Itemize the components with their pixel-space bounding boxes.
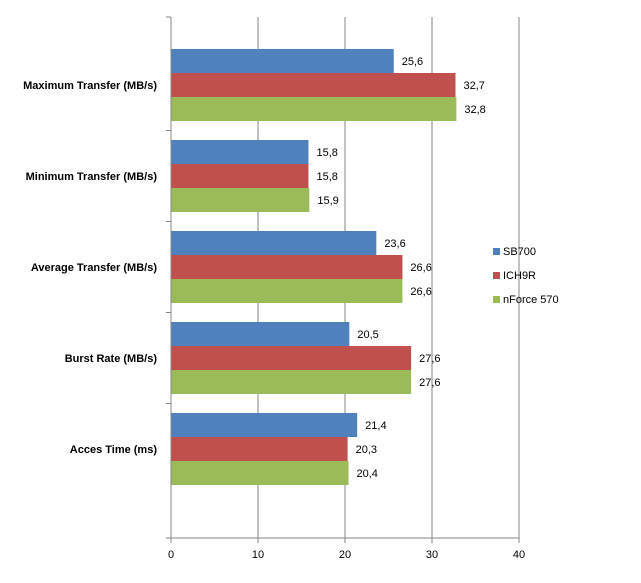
bar-nforce-570-3 [171, 370, 412, 394]
category-label-0: Maximum Transfer (MB/s) [23, 80, 157, 92]
data-label-nforce-570-3: 27,6 [419, 377, 440, 389]
bar-sb700-3 [171, 322, 350, 346]
legend-label-sb700: SB700 [503, 246, 536, 258]
legend-swatch-sb700 [493, 248, 500, 255]
bar-ich9r-1 [171, 164, 309, 188]
x-tick-label-40: 40 [513, 549, 525, 561]
bar-sb700-1 [171, 140, 309, 164]
legend-swatch-nforce-570 [493, 296, 500, 303]
bar-nforce-570-1 [171, 188, 310, 212]
data-label-ich9r-2: 26,6 [410, 262, 431, 274]
category-label-3: Burst Rate (MB/s) [65, 353, 158, 365]
bar-nforce-570-2 [171, 279, 403, 303]
legend-swatch-ich9r [493, 272, 500, 279]
bar-nforce-570-4 [171, 461, 349, 485]
data-label-nforce-570-4: 20,4 [356, 468, 377, 480]
bar-ich9r-2 [171, 255, 403, 279]
legend-label-nforce-570: nForce 570 [503, 294, 559, 306]
bars [171, 49, 457, 485]
data-label-ich9r-3: 27,6 [419, 353, 440, 365]
data-label-sb700-1: 15,8 [316, 147, 337, 159]
x-tick-label-30: 30 [426, 549, 438, 561]
category-label-4: Acces Time (ms) [70, 444, 158, 456]
bar-ich9r-0 [171, 73, 456, 97]
bar-sb700-2 [171, 231, 377, 255]
bar-nforce-570-0 [171, 97, 457, 121]
data-label-nforce-570-1: 15,9 [317, 195, 338, 207]
data-label-sb700-0: 25,6 [402, 56, 423, 68]
category-label-1: Minimum Transfer (MB/s) [26, 171, 158, 183]
data-label-sb700-4: 21,4 [365, 420, 386, 432]
category-label-2: Average Transfer (MB/s) [31, 262, 157, 274]
bar-ich9r-4 [171, 437, 348, 461]
bar-ich9r-3 [171, 346, 412, 370]
data-label-ich9r-4: 20,3 [356, 444, 377, 456]
x-tick-label-20: 20 [339, 549, 351, 561]
axes [166, 16, 520, 543]
data-label-nforce-570-2: 26,6 [410, 286, 431, 298]
legend-label-ich9r: ICH9R [503, 270, 536, 282]
data-label-ich9r-0: 32,7 [463, 80, 484, 92]
data-label-sb700-2: 23,6 [384, 238, 405, 250]
labels: 0 10 20 30 40 25,6 32,7 32,8 Maximum Transfer (M… [23, 56, 525, 561]
bar-sb700-4 [171, 413, 358, 437]
x-tick-label-0: 0 [168, 549, 174, 561]
data-label-sb700-3: 20,5 [357, 329, 378, 341]
bar-sb700-0 [171, 49, 394, 73]
x-tick-label-10: 10 [252, 549, 264, 561]
legend: SB700 ICH9R nForce 570 [493, 246, 559, 306]
data-label-nforce-570-0: 32,8 [464, 104, 485, 116]
data-label-ich9r-1: 15,8 [316, 171, 337, 183]
